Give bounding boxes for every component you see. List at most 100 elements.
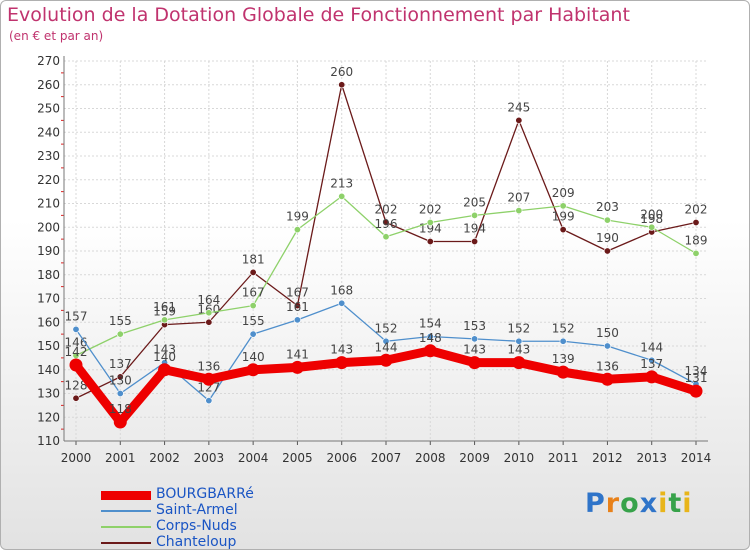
data-point: [382, 219, 390, 227]
y-tick-label: 150: [37, 339, 60, 353]
data-point: [423, 344, 437, 358]
data-label: 136: [197, 359, 220, 373]
data-point: [603, 216, 611, 224]
data-point: [471, 238, 479, 246]
data-point: [515, 207, 523, 215]
data-point: [648, 223, 656, 231]
chart-subtitle: (en € et par an): [9, 29, 104, 43]
legend-swatch: [101, 542, 151, 544]
data-point: [249, 330, 257, 338]
data-label: 153: [463, 319, 486, 333]
x-tick-label: 2008: [415, 451, 446, 465]
x-tick-label: 2011: [548, 451, 579, 465]
data-label: 200: [640, 207, 663, 221]
data-label: 190: [596, 231, 619, 245]
y-tick-label: 190: [37, 244, 60, 258]
x-tick-label: 2001: [105, 451, 136, 465]
data-label: 161: [286, 300, 309, 314]
x-tick-label: 2003: [194, 451, 225, 465]
data-point: [600, 372, 614, 386]
data-label: 161: [153, 300, 176, 314]
data-label: 137: [640, 357, 663, 371]
data-point: [335, 356, 349, 370]
y-tick-label: 260: [37, 78, 60, 92]
data-point: [648, 356, 656, 364]
data-point: [426, 238, 434, 246]
data-label: 152: [552, 321, 575, 335]
proxiti-logo: Proxiti: [585, 488, 693, 519]
data-point: [515, 337, 523, 345]
data-label: 143: [330, 343, 353, 357]
data-label: 245: [507, 100, 530, 114]
data-label: 142: [65, 345, 88, 359]
y-tick-label: 180: [37, 268, 60, 282]
data-label: 189: [685, 233, 708, 247]
data-point: [72, 325, 80, 333]
data-point: [382, 233, 390, 241]
y-tick-label: 240: [37, 125, 60, 139]
data-point: [293, 316, 301, 324]
data-point: [559, 226, 567, 234]
data-point: [202, 372, 216, 386]
x-tick-label: 2007: [371, 451, 402, 465]
data-label: 202: [375, 203, 398, 217]
data-label: 199: [552, 210, 575, 224]
data-point: [468, 356, 482, 370]
data-point: [338, 192, 346, 200]
y-tick-label: 130: [37, 387, 60, 401]
y-tick-label: 140: [37, 363, 60, 377]
x-tick-label: 2005: [282, 451, 313, 465]
legend-label: Corps-Nuds: [156, 518, 237, 534]
data-label: 152: [375, 321, 398, 335]
x-tick-label: 2004: [238, 451, 269, 465]
data-point: [338, 81, 346, 89]
data-point: [69, 358, 83, 372]
y-tick-label: 110: [37, 434, 60, 448]
data-point: [116, 373, 124, 381]
legend-item: Chanteloup: [101, 534, 361, 550]
legend-label: BOURGBARRé: [156, 486, 254, 502]
x-tick-label: 2014: [681, 451, 712, 465]
data-point: [512, 356, 526, 370]
data-label: 155: [242, 314, 265, 328]
data-point: [379, 353, 393, 367]
data-point: [471, 335, 479, 343]
data-point: [515, 116, 523, 124]
legend-label: Chanteloup: [156, 534, 237, 550]
data-point: [161, 316, 169, 324]
data-point: [559, 337, 567, 345]
y-tick-label: 230: [37, 149, 60, 163]
data-point: [290, 360, 304, 374]
data-label: 167: [286, 286, 309, 300]
data-label: 139: [552, 352, 575, 366]
x-tick-label: 2013: [636, 451, 667, 465]
data-point: [116, 389, 124, 397]
data-label: 140: [242, 350, 265, 364]
data-point: [205, 318, 213, 326]
data-label: 154: [419, 317, 442, 331]
data-label: 207: [507, 191, 530, 205]
legend-swatch: [101, 526, 151, 528]
data-label: 159: [153, 305, 176, 319]
data-point: [692, 219, 700, 227]
data-label: 181: [242, 252, 265, 266]
x-tick-label: 2002: [149, 451, 180, 465]
data-label: 131: [685, 371, 708, 385]
data-label: 144: [640, 340, 663, 354]
data-label: 167: [242, 286, 265, 300]
data-point: [426, 219, 434, 227]
data-label: 168: [330, 283, 353, 297]
data-label: 127: [197, 381, 220, 395]
data-point: [72, 394, 80, 402]
data-label: 152: [507, 321, 530, 335]
data-label: 140: [153, 350, 176, 364]
data-label: 260: [330, 65, 353, 79]
y-tick-label: 170: [37, 292, 60, 306]
data-label: 144: [375, 340, 398, 354]
data-point: [116, 330, 124, 338]
data-label: 130: [109, 374, 132, 388]
data-label: 143: [463, 343, 486, 357]
y-tick-label: 160: [37, 315, 60, 329]
data-label: 205: [463, 195, 486, 209]
